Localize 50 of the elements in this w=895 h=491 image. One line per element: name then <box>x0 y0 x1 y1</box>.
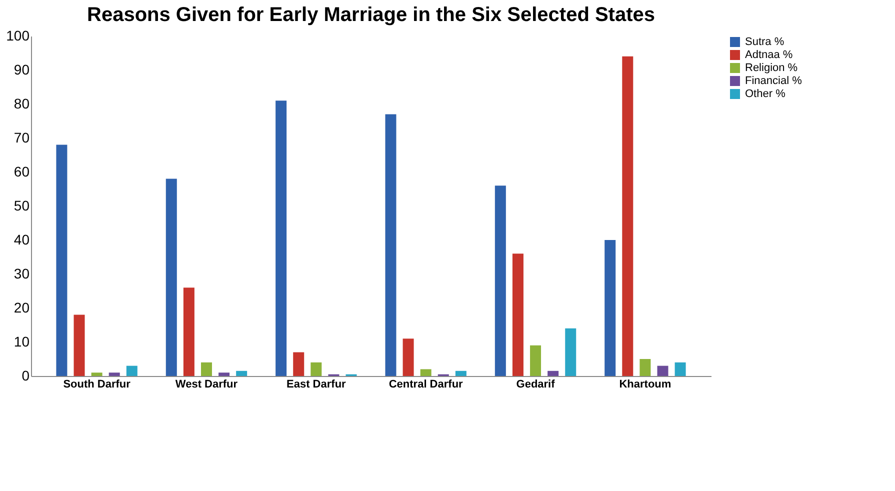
y-tick-label: 80 <box>14 96 30 112</box>
bar <box>276 100 287 376</box>
x-tick-label: Khartoum <box>619 378 672 390</box>
y-tick-label: 0 <box>22 368 30 384</box>
bar <box>200 362 212 376</box>
bar <box>310 362 322 376</box>
chart-title: Reasons Given for Early Marriage in the Six Selected States <box>87 4 655 26</box>
bar <box>548 370 559 376</box>
bar <box>183 288 194 376</box>
y-tick-label: 70 <box>14 130 30 146</box>
bar <box>218 372 230 376</box>
bar <box>56 144 68 376</box>
bar <box>530 345 542 376</box>
bar <box>640 359 651 376</box>
bar <box>108 372 120 376</box>
bar <box>166 178 177 376</box>
x-tick-label: Central Darfur <box>388 378 464 390</box>
bar <box>385 114 396 376</box>
x-tick-label: East Darfur <box>286 378 347 390</box>
legend-label: Other % <box>745 88 786 100</box>
bar <box>512 254 524 376</box>
y-tick-label: 40 <box>14 232 30 248</box>
bar <box>674 362 686 376</box>
bar <box>402 338 414 376</box>
bar <box>236 370 248 376</box>
y-tick-label: 10 <box>14 334 30 350</box>
x-tick-label: South Darfur <box>63 378 132 390</box>
legend-label: Financial % <box>745 75 802 87</box>
x-tick-label: West Darfur <box>175 378 238 390</box>
bar <box>494 186 506 376</box>
x-tick-label: Gedarif <box>516 378 556 390</box>
bar <box>622 56 634 376</box>
y-tick-label: 30 <box>14 266 30 282</box>
bar <box>455 370 466 376</box>
y-tick-label: 20 <box>14 300 30 316</box>
y-tick-label: 100 <box>6 28 30 44</box>
legend-label: Sutra % <box>745 36 784 48</box>
y-tick-label: 50 <box>14 198 30 214</box>
bar <box>293 352 304 376</box>
bar <box>604 240 616 376</box>
y-tick-label: 60 <box>14 164 30 180</box>
bar <box>74 314 85 376</box>
bar <box>126 366 138 376</box>
bar <box>565 328 576 376</box>
bar <box>657 366 668 376</box>
legend-label: Adtnaa % <box>745 49 793 61</box>
bar <box>91 372 102 376</box>
bar <box>420 369 432 376</box>
legend-label: Religion % <box>745 62 798 74</box>
y-tick-label: 90 <box>14 62 30 78</box>
